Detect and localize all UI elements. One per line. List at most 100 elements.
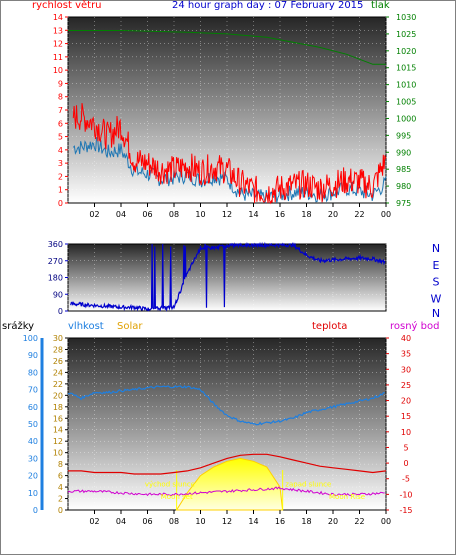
direction-axis-label: 0	[58, 307, 63, 316]
temperature-axis-label: 0	[403, 459, 408, 468]
x-tick-label: 18	[301, 210, 311, 219]
compass-label: S	[433, 276, 440, 289]
x-tick-label: 04	[116, 210, 126, 219]
temperature-label: teplota	[312, 321, 348, 332]
x-tick-label: 22	[354, 517, 364, 526]
sunset-label: zapad slunce	[285, 481, 331, 489]
humidity-line	[67, 385, 385, 426]
solar-area	[175, 457, 284, 511]
rain-axis-label: 60	[28, 403, 38, 412]
x-tick-label: 00	[381, 210, 391, 219]
humidity-label: vlhkost	[68, 321, 104, 332]
compass-label: W	[431, 292, 442, 305]
pressure-axis-label: 1020	[396, 47, 416, 56]
temperature-line	[68, 453, 387, 475]
wind-axis-label: 13	[53, 26, 63, 35]
direction-axis-label: 90	[53, 290, 63, 299]
wind-direction-line	[70, 241, 386, 312]
pressure-axis-label: 1025	[396, 30, 416, 39]
compass-label: N	[432, 242, 440, 255]
temperature-axis-label: 35	[401, 350, 411, 359]
rain-axis-label: 70	[28, 386, 38, 395]
wind-axis-label: 14	[53, 13, 63, 22]
temperature-axis-label: -15	[399, 506, 412, 515]
x-tick-label: 20	[328, 517, 338, 526]
rain-axis-label: 20	[28, 472, 38, 481]
temperature-axis-label: 15	[401, 412, 411, 421]
x-tick-label: 16	[275, 210, 285, 219]
left-axis-label: 6	[58, 472, 63, 481]
left-axis-label: 20	[53, 391, 63, 400]
x-tick-label: 06	[142, 210, 152, 219]
temperature-axis-label: 40	[401, 334, 411, 343]
wind-axis-label: 6	[58, 119, 63, 128]
wind-axis-label: 11	[53, 53, 63, 62]
dew-label: rosný bod	[390, 321, 440, 332]
wind-axis-label: 12	[53, 40, 63, 49]
x-tick-label: 10	[195, 517, 205, 526]
temperature-axis-label: 10	[401, 428, 411, 437]
left-axis-label: 22	[53, 380, 63, 389]
left-axis-label: 0	[58, 506, 63, 515]
direction-axis-label: 180	[48, 274, 63, 283]
temperature-axis-label: 30	[401, 365, 411, 374]
rain-axis-label: 100	[23, 334, 38, 343]
wind-axis-label: 8	[58, 93, 63, 102]
pressure-axis-label: 1015	[396, 64, 416, 73]
solar-label: Solar	[117, 321, 143, 332]
rain-axis-label: 90	[28, 351, 38, 360]
sunrise-label: východ slunce	[145, 481, 195, 489]
temperature-axis-label: 5	[403, 443, 408, 452]
x-tick-label: 00	[381, 517, 391, 526]
rain-axis-label: 50	[28, 420, 38, 429]
wind-gust-line	[72, 103, 387, 205]
left-axis-label: 12	[53, 437, 63, 446]
wind-axis-label: 10	[53, 66, 63, 75]
wind-axis-label: 2	[58, 172, 63, 181]
x-tick-label: 12	[222, 210, 232, 219]
wind-axis-label: 3	[58, 159, 63, 168]
temperature-axis-label: -5	[402, 475, 410, 484]
wind-axis-label: 4	[58, 146, 63, 155]
wind-axis-label: 5	[58, 133, 63, 142]
pressure-axis-label: 1000	[396, 114, 416, 123]
pressure-axis-label: 995	[396, 131, 411, 140]
x-tick-label: 16	[275, 517, 285, 526]
pressure-line	[68, 30, 386, 65]
direction-axis-label: 270	[48, 257, 63, 266]
moonrise-label: Moon Rise	[329, 493, 365, 501]
chart-title: 24 hour graph day : 07 February 2015	[172, 0, 364, 11]
wind-average-line	[72, 137, 387, 204]
dew-point-line	[67, 486, 385, 497]
rain-label: srážky	[2, 321, 35, 332]
rain-axis-label: 10	[28, 489, 38, 498]
left-axis-label: 24	[53, 368, 63, 377]
moonset-label: Moon set	[161, 493, 193, 501]
pressure-axis-label: 1010	[396, 81, 416, 90]
pressure-axis-label: 985	[396, 165, 411, 174]
compass-label: N	[432, 307, 440, 320]
x-tick-label: 06	[142, 517, 152, 526]
rain-axis-label: 30	[28, 454, 38, 463]
temperature-axis-label: 25	[401, 381, 411, 390]
x-tick-label: 12	[222, 517, 232, 526]
x-tick-label: 02	[89, 517, 99, 526]
x-tick-label: 18	[301, 517, 311, 526]
wind-label: rychlost větru	[32, 0, 102, 11]
x-tick-label: 04	[116, 517, 126, 526]
left-axis-label: 2	[58, 495, 63, 504]
left-axis-label: 4	[58, 483, 63, 492]
rain-axis-label: 0	[33, 506, 38, 515]
wind-axis-label: 7	[58, 106, 63, 115]
left-axis-label: 14	[53, 426, 63, 435]
x-tick-label: 08	[169, 517, 179, 526]
wind-axis-label: 1	[58, 186, 63, 195]
pressure-axis-label: 990	[396, 148, 411, 157]
temperature-axis-label: -10	[399, 490, 412, 499]
x-tick-label: 08	[169, 210, 179, 219]
x-tick-label: 20	[328, 210, 338, 219]
left-axis-label: 18	[53, 403, 63, 412]
left-axis-label: 10	[53, 449, 63, 458]
pressure-axis-label: 1030	[396, 13, 416, 22]
